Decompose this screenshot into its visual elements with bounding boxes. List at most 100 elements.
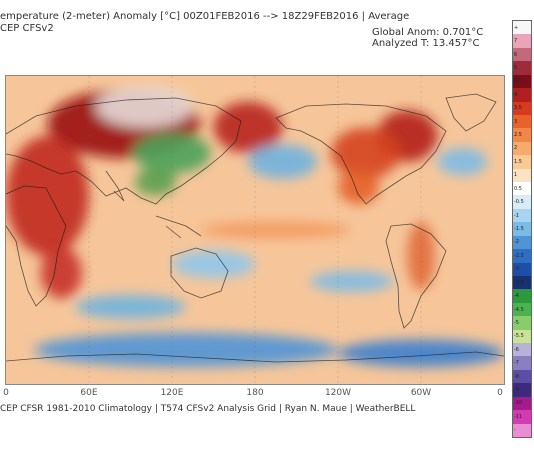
color-scale-label: 2	[514, 145, 518, 152]
continent-outlines	[6, 93, 504, 363]
x-tick-label: 180	[246, 388, 264, 398]
anomaly-region	[199, 221, 352, 239]
color-scale-label: -5	[514, 319, 519, 326]
x-tick-label: 120E	[160, 388, 184, 398]
color-scale-label: 3.5	[514, 105, 522, 112]
color-scale-label: 4	[514, 91, 518, 98]
anomaly-region	[134, 168, 177, 196]
color-scale-label: -6	[514, 346, 519, 353]
anomaly-region	[248, 144, 318, 179]
map-footer: CEP CFSR 1981-2010 Climatology | T574 CF…	[0, 404, 416, 414]
color-scale-segment	[513, 356, 531, 371]
color-scale-label: -1	[514, 212, 519, 219]
color-scale-label: 2.5	[514, 132, 522, 139]
color-scale-label: 7	[514, 38, 518, 45]
north-america-outline	[275, 103, 447, 205]
color-scale-label: -5.5	[514, 333, 524, 340]
anomaly-region	[6, 135, 89, 256]
color-scale-segment	[513, 383, 531, 398]
color-scale-segment	[513, 316, 531, 331]
color-scale-segment	[513, 114, 531, 129]
color-scale-label: -	[514, 427, 516, 434]
anomaly-map[interactable]	[5, 75, 505, 385]
color-scale-segment	[513, 74, 531, 89]
analyzed-temperature-readout: Analyzed T: 13.457°C	[372, 38, 480, 49]
color-scale-label: -0.5	[514, 199, 524, 206]
color-scale-segment	[513, 34, 531, 49]
x-tick-label: 120W	[324, 388, 352, 398]
color-scale-segment	[513, 101, 531, 116]
color-scale-segment	[513, 235, 531, 250]
anomaly-regions	[6, 86, 504, 367]
color-scale-label: 4.5	[514, 78, 522, 85]
color-scale-segment	[513, 155, 531, 170]
color-scale-segment	[513, 343, 531, 357]
color-scale-segment	[513, 21, 531, 35]
color-scale-label: -3.5	[514, 279, 524, 286]
x-tick-label: 60E	[80, 388, 98, 398]
anomaly-region	[95, 86, 193, 128]
color-scale-label: -10	[514, 400, 523, 407]
color-scale-segment	[513, 249, 531, 264]
color-scale-segment	[513, 289, 531, 304]
color-scale-segment	[513, 141, 531, 156]
color-scale-segment	[513, 168, 531, 183]
x-tick-label: 0	[497, 388, 503, 398]
color-scale-segment	[513, 423, 531, 438]
map-subtitle: CEP CFSv2	[0, 23, 54, 34]
map-title: emperature (2-meter) Anomaly [°C] 00Z01F…	[0, 11, 410, 22]
anomaly-region	[310, 271, 394, 292]
color-scale-segment	[513, 128, 531, 143]
color-scale-label: -2	[514, 239, 519, 246]
color-scale-segment	[513, 329, 531, 344]
greenland-outline	[445, 93, 497, 132]
color-scale-label: 3	[514, 118, 518, 125]
global-anomaly-readout: Global Anom: 0.701°C	[372, 27, 484, 38]
color-scale-segment	[513, 208, 531, 223]
anomaly-region	[75, 295, 186, 319]
anomaly-region	[338, 339, 504, 367]
antarctica-outline	[6, 351, 504, 363]
color-scale-segment	[513, 182, 531, 196]
color-scale-segment	[513, 61, 531, 76]
color-scale-label: 1	[514, 172, 518, 179]
color-scale-label: -1.5	[514, 226, 524, 232]
australia-outline	[170, 247, 229, 299]
south-america-outline	[385, 223, 447, 329]
india-outline	[105, 170, 125, 202]
anomaly-region	[331, 127, 401, 179]
color-scale-segment	[513, 88, 531, 102]
anomaly-region	[172, 250, 255, 278]
maritime-continent-outline	[155, 215, 202, 239]
color-scale-label: 6	[514, 51, 518, 58]
color-scale-segment	[513, 222, 531, 237]
color-scale-label: -2.5	[514, 252, 524, 259]
color-scale-label: -7	[514, 360, 519, 367]
color-scale-label: -3	[514, 266, 519, 273]
color-scale-bar: +7 6 5 4.5 4 3.5 3 2.5 2 1.5 1 0.5 -0.5 -1 -1.5 -2 -2.5 -…	[512, 20, 532, 438]
anomaly-map-svg	[6, 76, 504, 384]
color-scale-label: 1.5	[514, 158, 522, 165]
color-scale-label: -8	[514, 373, 519, 380]
x-tick-label: 0	[3, 388, 9, 398]
color-scale-label: 5	[514, 64, 518, 71]
x-tick-label: 60W	[410, 388, 432, 398]
color-scale-label: 0.5	[514, 185, 522, 192]
color-scale-segment	[513, 47, 531, 62]
color-scale-segment	[513, 262, 531, 277]
color-scale-segment	[513, 195, 531, 210]
anomaly-region	[33, 332, 338, 367]
longitude-gridlines	[88, 76, 422, 384]
anomaly-region	[407, 221, 435, 290]
color-scale-label: +	[514, 24, 519, 31]
color-scale-segment	[513, 369, 531, 384]
eurasia-outline	[6, 97, 242, 205]
color-scale-label: -4.5	[514, 306, 524, 313]
color-scale-label: -9	[514, 387, 519, 394]
anomaly-region	[40, 247, 83, 299]
color-scale-segment	[513, 302, 531, 317]
color-scale-segment	[513, 275, 531, 290]
color-scale-segment	[513, 396, 531, 411]
africa-outline	[6, 185, 67, 307]
color-scale-label: -11	[514, 413, 523, 420]
